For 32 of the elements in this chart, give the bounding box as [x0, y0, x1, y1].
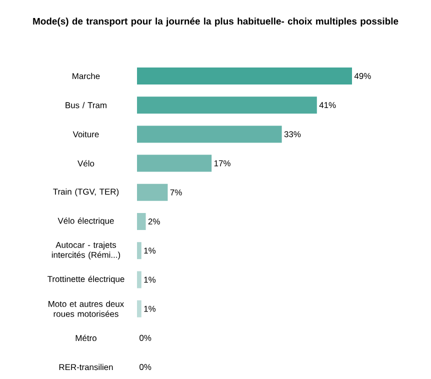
y-tick-label: Vélo [78, 160, 94, 166]
y-tick-label: Métro [76, 334, 96, 342]
data-label: 1% [144, 248, 156, 254]
y-tick-label: RER-transilien [59, 364, 113, 370]
data-label: 41% [319, 102, 336, 108]
data-label: 1% [144, 276, 156, 283]
chart-title: Mode(s) de transport pour la journée la plus habituelle- choix multiples possible [33, 18, 398, 26]
bar [137, 300, 142, 318]
data-label: 49% [354, 73, 371, 79]
y-tick-label: Vélo électrique [58, 218, 114, 226]
bar [137, 213, 146, 230]
bar [137, 126, 282, 143]
data-label: 0% [140, 364, 152, 370]
y-tick-label: Autocar - trajets intercités (Rémi...) [52, 242, 120, 260]
bar [137, 242, 142, 260]
y-tick-label: Train (TGV, TER) [53, 188, 119, 196]
data-label: 0% [140, 334, 152, 341]
bar [137, 68, 352, 85]
y-tick-label: Trottinette électrique [47, 276, 124, 284]
y-tick-label: Marche [72, 72, 100, 80]
y-tick-label: Bus / Tram [66, 102, 106, 108]
data-label: 1% [144, 306, 156, 312]
bar [137, 184, 168, 201]
bar [137, 154, 212, 172]
data-label: 7% [170, 189, 182, 196]
data-label: 33% [284, 131, 301, 138]
y-tick-label: Moto et autres deux roues motorisées [48, 300, 124, 317]
y-tick-label: Voiture [72, 131, 99, 138]
data-label: 2% [148, 218, 160, 224]
bar [137, 271, 142, 288]
data-label: 17% [214, 160, 230, 166]
bar [137, 96, 317, 114]
